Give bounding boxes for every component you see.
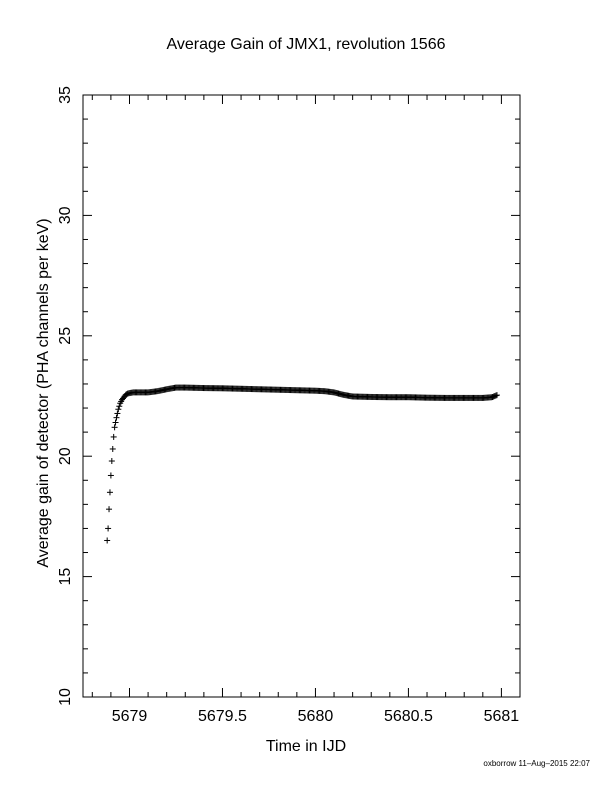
x-tick-label: 5679 — [112, 708, 148, 725]
data-point — [110, 433, 117, 440]
data-point — [115, 406, 122, 413]
y-tick-label: 15 — [57, 568, 74, 586]
data-point — [104, 537, 111, 544]
data-point — [107, 472, 114, 479]
data-point — [493, 392, 500, 399]
y-axis-label: Average gain of detector (PHA channels p… — [35, 218, 52, 568]
y-tick-label: 25 — [57, 327, 74, 345]
data-point — [105, 525, 112, 532]
data-point — [114, 410, 121, 417]
data-point — [106, 489, 113, 496]
chart-title: Average Gain of JMX1, revolution 1566 — [166, 36, 446, 53]
data-point — [106, 506, 113, 513]
y-tick-label: 20 — [57, 447, 74, 465]
x-tick-label: 5680 — [298, 708, 334, 725]
plot-frame — [82, 94, 521, 698]
data-point — [113, 414, 120, 421]
x-tick-label: 5679.5 — [198, 708, 247, 725]
data-point — [112, 419, 119, 426]
x-tick-label: 5680.5 — [384, 708, 433, 725]
x-tick-label: 5681 — [484, 708, 520, 725]
credit-stamp: oxborrow 11–Aug–2015 22:07 — [483, 759, 590, 768]
y-tick-label: 35 — [57, 86, 74, 104]
y-tick-label: 30 — [57, 206, 74, 224]
axis-ticks: 5679 5679.5 5680 5680.5 5681 10 15 20 25 30 35 — [57, 86, 521, 725]
data-point — [109, 445, 116, 452]
data-point — [111, 424, 118, 431]
data-point — [108, 458, 115, 465]
data-point — [116, 403, 123, 410]
data-points — [104, 384, 500, 544]
y-tick-label: 10 — [57, 688, 74, 706]
x-axis-label: Time in IJD — [265, 738, 347, 755]
